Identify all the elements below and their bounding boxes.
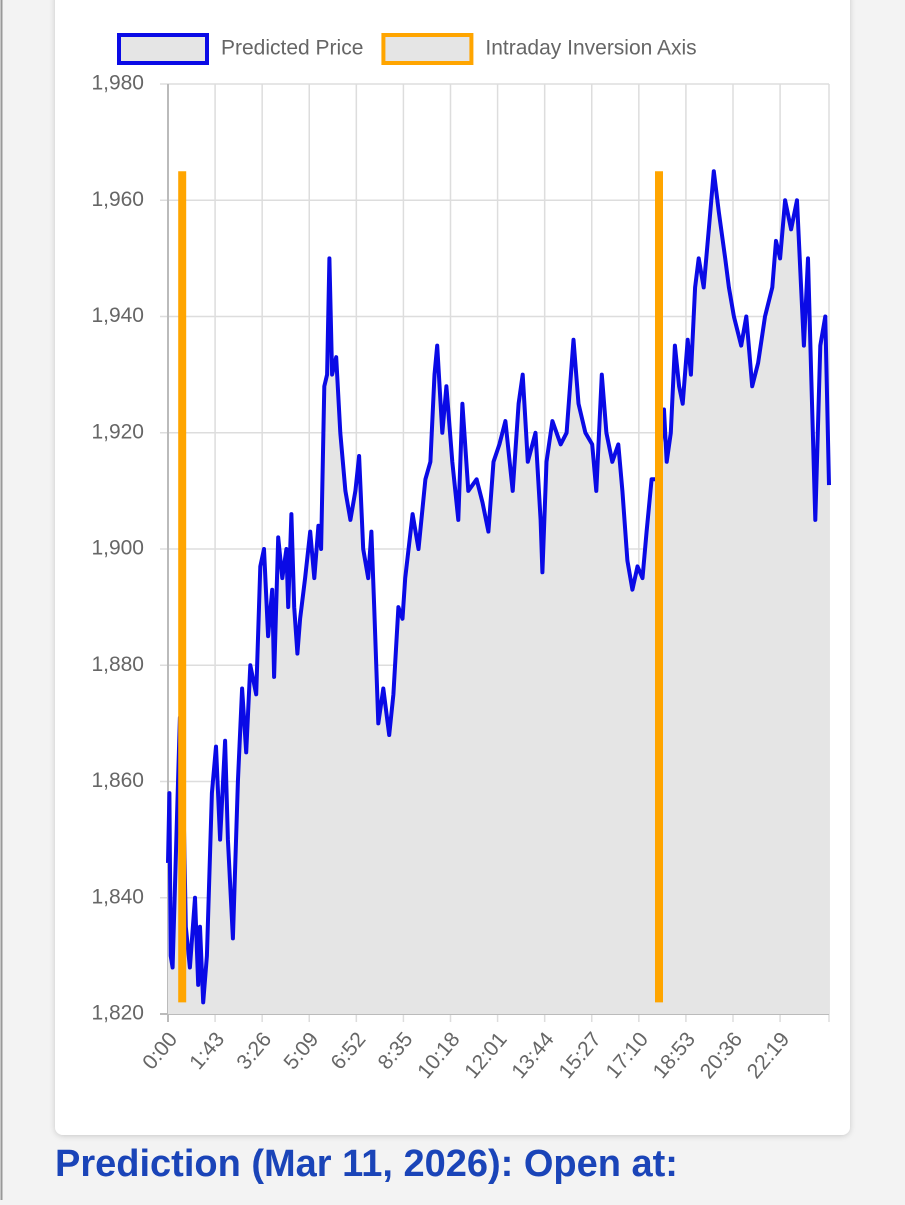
legend-label: Intraday Inversion Axis — [485, 37, 696, 60]
legend-swatch — [117, 33, 209, 65]
y-tick-label: 1,920 — [91, 420, 144, 443]
legend-swatch — [381, 33, 474, 65]
y-tick-label: 1,940 — [91, 304, 144, 327]
y-tick-label: 1,880 — [91, 653, 144, 676]
legend-label: Predicted Price — [221, 37, 363, 60]
heading: Prediction (Mar 11, 2026): Open at: — [55, 1143, 678, 1185]
y-tick-label: 1,860 — [91, 769, 144, 792]
y-tick-label: 1,900 — [91, 537, 144, 560]
y-tick-label: 1,980 — [91, 72, 144, 95]
y-tick-label: 1,960 — [91, 188, 144, 211]
y-tick-label: 1,840 — [91, 885, 144, 908]
area — [168, 171, 829, 1014]
y-tick-label: 1,820 — [91, 1002, 144, 1025]
line — [166, 169, 831, 1005]
